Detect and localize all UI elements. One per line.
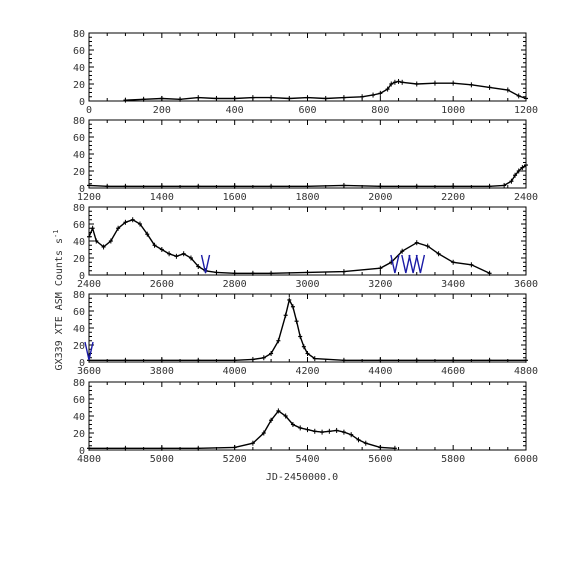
y-tick-label: 0 — [79, 184, 85, 195]
x-tick-label: 3600 — [77, 366, 101, 377]
y-axis-label-text: GX339 XTE ASM Counts s — [54, 238, 65, 370]
x-tick-label: 5200 — [223, 454, 247, 465]
x-tick-label: 4800 — [77, 454, 101, 465]
y-tick-label: 60 — [73, 307, 85, 318]
y-tick-label: 80 — [73, 290, 85, 301]
x-tick-label: 5800 — [441, 454, 465, 465]
panel-frame — [88, 206, 527, 276]
y-tick-label: 80 — [73, 29, 85, 40]
panel-3: 2400 2600 2800 3000 3200 3400 3600 0 20 40 60 80 — [73, 203, 538, 290]
observation-marker — [84, 341, 94, 361]
y-tick-label: 40 — [73, 412, 85, 423]
observation-marker — [390, 254, 400, 274]
x-tick-label: 5000 — [150, 454, 174, 465]
x-tick-label: 2600 — [150, 279, 174, 290]
panel-frame — [88, 119, 527, 189]
x-tick-label: 1200 — [77, 192, 101, 203]
x-tick-label: 200 — [153, 105, 171, 116]
panel-4: 3600 3800 4000 4200 4400 4600 4800 0 20 40 60 80 — [73, 290, 538, 377]
y-tick-label: 80 — [73, 203, 85, 214]
x-tick-label: 2800 — [223, 279, 247, 290]
x-tick-label: 0 — [86, 105, 92, 116]
x-axis-label: JD-2450000.0 — [266, 472, 338, 483]
panel-2: 1200 1400 1600 1800 2000 2200 2400 0 20 40 60 80 — [73, 116, 538, 203]
x-tick-label: 5400 — [295, 454, 319, 465]
y-tick-label: 20 — [73, 254, 85, 265]
y-tick-label: 60 — [73, 133, 85, 144]
x-tick-label: 4200 — [295, 366, 319, 377]
x-tick-label: 1000 — [441, 105, 465, 116]
y-tick-label: 40 — [73, 63, 85, 74]
observation-marker — [401, 254, 411, 274]
observation-marker — [415, 254, 426, 274]
x-tick-label: 1200 — [514, 105, 538, 116]
y-tick-label: 40 — [73, 237, 85, 248]
x-tick-label: 3800 — [150, 366, 174, 377]
x-tick-label: 3400 — [441, 279, 465, 290]
light-curve-line — [89, 409, 395, 449]
y-tick-label: 80 — [73, 378, 85, 389]
x-tick-label: 2400 — [514, 192, 538, 203]
y-tick-label: 60 — [73, 220, 85, 231]
x-tick-label: 2200 — [441, 192, 465, 203]
x-tick-label: 4400 — [368, 366, 392, 377]
y-tick-label: 40 — [73, 324, 85, 335]
y-tick-label: 60 — [73, 46, 85, 57]
x-tick-label: 800 — [371, 105, 389, 116]
y-tick-label: 0 — [79, 358, 85, 369]
x-tick-label: 600 — [298, 105, 316, 116]
panel-frame — [88, 32, 527, 102]
x-tick-label: 3000 — [295, 279, 319, 290]
panel-1: 0 200 400 600 800 1000 1200 0 20 40 60 80 — [73, 29, 538, 116]
x-tick-label: 4600 — [441, 366, 465, 377]
y-tick-label: 20 — [73, 429, 85, 440]
y-tick-label: 0 — [79, 97, 85, 108]
x-tick-label: 2400 — [77, 279, 101, 290]
y-axis-label: GX339 XTE ASM Counts s-1 — [52, 230, 65, 371]
y-tick-label: 20 — [73, 80, 85, 91]
x-tick-label: 3200 — [368, 279, 392, 290]
y-tick-label: 20 — [73, 167, 85, 178]
y-tick-label: 60 — [73, 395, 85, 406]
x-tick-label: 1400 — [150, 192, 174, 203]
x-tick-label: 4000 — [223, 366, 247, 377]
panel-5: 4800 5000 5200 5400 5600 5800 6000 0 20 40 60 80 — [73, 378, 538, 465]
observation-marker — [200, 254, 211, 274]
panel-frame — [88, 381, 527, 451]
y-tick-label: 80 — [73, 116, 85, 127]
x-tick-label: 2000 — [368, 192, 392, 203]
x-tick-label: 400 — [226, 105, 244, 116]
x-tick-label: 5600 — [368, 454, 392, 465]
y-tick-label: 40 — [73, 150, 85, 161]
x-tick-label: 6000 — [514, 454, 538, 465]
y-tick-label: 0 — [79, 271, 85, 282]
y-tick-label: 0 — [79, 446, 85, 457]
x-tick-label: 3600 — [514, 279, 538, 290]
y-axis-label-exponent: -1 — [52, 230, 60, 238]
y-tick-label: 20 — [73, 341, 85, 352]
x-tick-label: 1800 — [295, 192, 319, 203]
x-tick-label: 1600 — [223, 192, 247, 203]
observation-marker — [408, 254, 418, 274]
x-tick-label: 4800 — [514, 366, 538, 377]
